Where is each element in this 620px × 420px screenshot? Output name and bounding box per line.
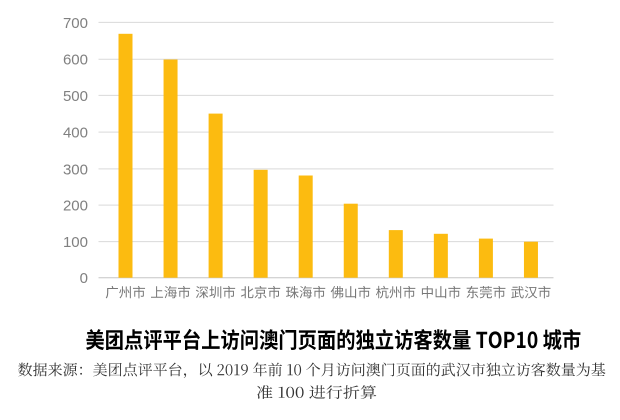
svg-text:400: 400: [63, 125, 88, 142]
svg-text:500: 500: [63, 88, 88, 105]
svg-text:300: 300: [63, 161, 88, 178]
svg-text:200: 200: [63, 198, 88, 215]
svg-text:700: 700: [63, 15, 88, 32]
svg-text:100: 100: [63, 234, 88, 251]
svg-text:600: 600: [63, 52, 88, 69]
svg-text:0: 0: [80, 270, 88, 287]
